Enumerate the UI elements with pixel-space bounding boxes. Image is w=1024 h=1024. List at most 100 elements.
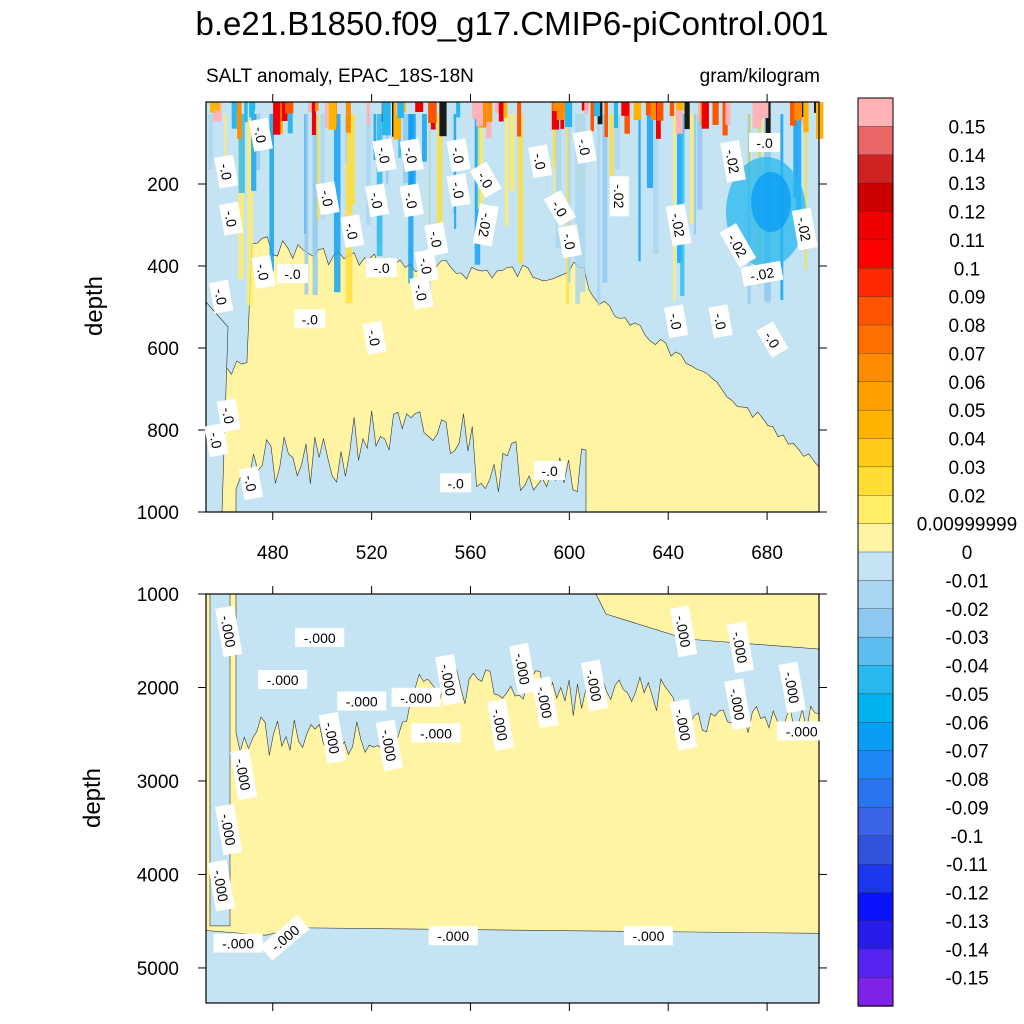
surface-cell: [249, 102, 256, 111]
contour-label: -.0: [209, 279, 234, 314]
contour-label: -.0: [557, 224, 582, 259]
streak: [238, 114, 245, 193]
y-tick-label: 5000: [137, 959, 179, 980]
colorbar-label: -0.07: [945, 742, 988, 763]
contour-label: -.000: [295, 627, 345, 647]
contour-label: -.000: [391, 687, 441, 707]
plot-frame: [205, 593, 820, 1004]
contour-label: -.000: [623, 926, 673, 946]
surface-cell: [725, 102, 731, 125]
surface-cell: [278, 102, 283, 134]
surface-cell: [415, 102, 424, 112]
colorbar-swatch: [857, 892, 894, 922]
streak: [696, 114, 703, 210]
contour-label: -.000: [213, 933, 263, 953]
surface-cell: [397, 102, 404, 118]
surface-cell: [621, 102, 629, 116]
surface-cell: [752, 102, 762, 129]
streak: [366, 114, 371, 225]
svg-text:-.02: -.02: [794, 216, 814, 243]
contour-label: -.0: [365, 183, 390, 218]
colorbar-swatch: [857, 778, 894, 809]
contour-label: -.0: [399, 138, 424, 173]
surface-cell: [624, 102, 630, 134]
surface-cell: [494, 102, 501, 113]
surface-cell: [486, 102, 493, 122]
surface-cell: [503, 102, 508, 118]
contour-label: -.000: [337, 691, 387, 711]
svg-text:-.000: -.000: [267, 672, 299, 688]
svg-text:-.000: -.000: [304, 630, 336, 646]
contour-label: -.02: [740, 260, 784, 287]
contour-label: -.0: [756, 321, 789, 358]
contour-label: -.0: [248, 117, 273, 152]
contour-label: -.000: [229, 748, 258, 801]
surface-cell: [684, 102, 690, 130]
contour-label: -.000: [411, 723, 461, 743]
streak: [552, 114, 558, 167]
contour-label: -.02: [720, 139, 746, 183]
svg-text:-.02: -.02: [749, 264, 776, 284]
colorbar-label: 0.1: [954, 259, 980, 280]
colorbar-swatch: [857, 211, 894, 241]
colorbar-swatch: [857, 523, 894, 553]
colorbar-label: -0.01: [945, 571, 988, 592]
svg-text:-.0: -.0: [412, 283, 431, 302]
streak: [436, 114, 443, 232]
surface-cell: [393, 102, 401, 140]
streak: [677, 114, 682, 263]
streak: [638, 114, 641, 262]
contour-label: -.000: [435, 654, 463, 706]
negative-anomaly-region: [235, 410, 587, 513]
streak: [568, 114, 571, 284]
surface-cell: [556, 102, 565, 120]
x-tick-label: 600: [553, 543, 585, 564]
surface-cell: [722, 102, 728, 136]
svg-text:-.000: -.000: [729, 630, 750, 664]
svg-text:-.0: -.0: [241, 474, 260, 493]
colorbar-swatch: [857, 750, 894, 780]
surface-cell: [244, 102, 248, 123]
surface-cell: [456, 102, 461, 118]
colorbar-label: -0.02: [945, 600, 988, 621]
streak: [251, 114, 257, 191]
surface-cell: [345, 102, 351, 133]
contour-label: -.0: [372, 138, 397, 173]
contour-label: -.0: [340, 214, 365, 249]
svg-text:-.000: -.000: [512, 652, 533, 686]
contour-label: -.000: [375, 719, 404, 772]
streak: [597, 114, 601, 306]
svg-text:-.000: -.000: [438, 663, 459, 697]
colorbar-label: -0.03: [945, 628, 988, 649]
x-tick-label: 520: [356, 543, 388, 564]
surface-cell: [790, 102, 796, 126]
contour-label: -.0: [708, 304, 733, 339]
chart-title: b.e21.B1850.f09_g17.CMIP6-piControl.001: [196, 5, 829, 42]
streak: [269, 114, 274, 271]
y-tick-label: 3000: [137, 772, 179, 793]
contour-label: -.0: [446, 173, 471, 208]
contour-label: -.0: [409, 275, 434, 310]
svg-text:-.000: -.000: [378, 728, 399, 762]
streak: [247, 114, 254, 306]
colorbar-label: 0.15: [949, 117, 986, 138]
surface-cell: [584, 102, 588, 114]
streak: [477, 114, 484, 210]
svg-text:-.000: -.000: [786, 723, 818, 739]
surface-cell: [645, 102, 654, 116]
chart-subtitle-right: gram/kilogram: [700, 66, 820, 87]
y-tick-label: 400: [147, 257, 179, 278]
colorbar-swatch: [857, 580, 894, 610]
y-tick-label: 1000: [137, 585, 179, 606]
colorbar-label: 0.04: [949, 430, 986, 451]
negative-anomaly-region: [205, 927, 820, 1004]
contour-label: -.000: [669, 605, 698, 658]
surface-cell: [590, 102, 594, 132]
surface-cell: [214, 102, 220, 111]
contour-label: -.0: [414, 248, 439, 283]
surface-cell: [476, 102, 484, 127]
svg-text:-.0: -.0: [427, 230, 446, 249]
streak: [690, 114, 694, 225]
colorbar-label: -0.11: [946, 855, 988, 876]
